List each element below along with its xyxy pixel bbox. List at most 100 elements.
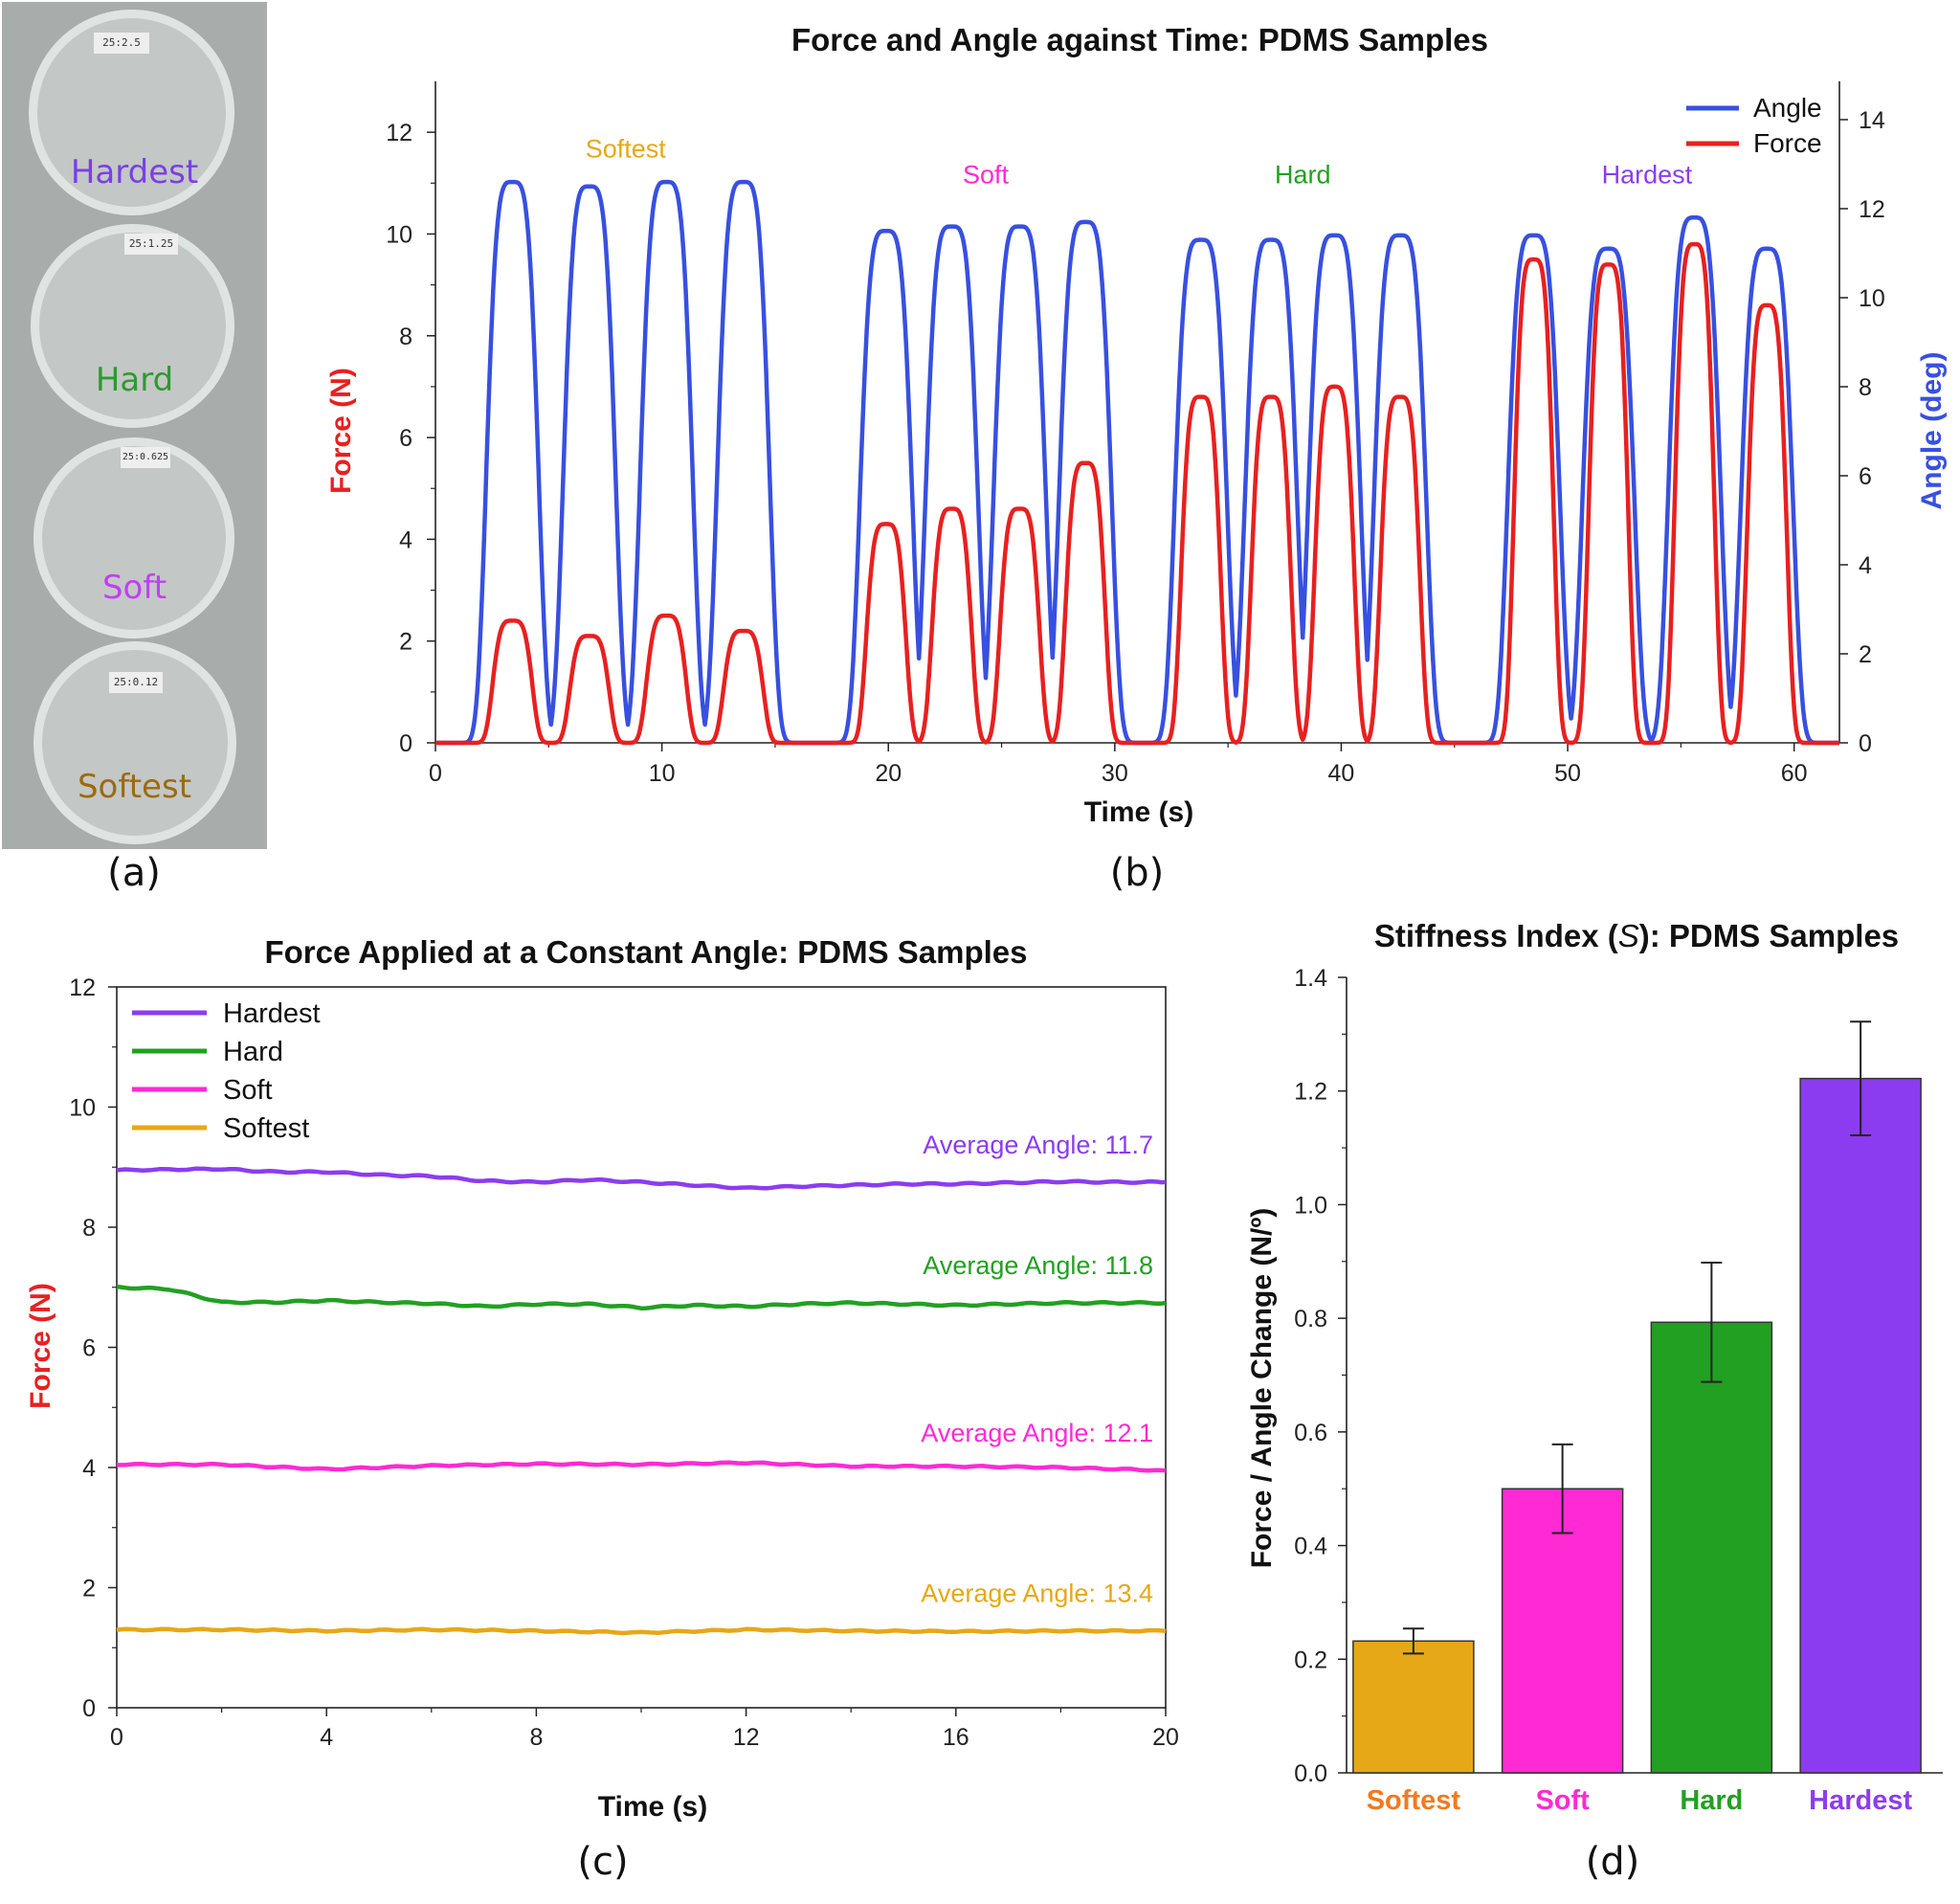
chart-b-y2tick-label: 10 — [1859, 285, 1885, 312]
chart-b-legend-label-force: Force — [1753, 128, 1822, 158]
panel-label-a: (a) — [107, 851, 161, 895]
sample-tag: 25:0.625 — [121, 447, 170, 468]
chart-b-force-peak-14 — [1607, 262, 1611, 266]
chart-d-ylabel: Force / Angle Change (N/º) — [1246, 1208, 1278, 1569]
chart-b-ylabel: Force (N) — [325, 368, 357, 494]
chart-b-group-label-hard: Hard — [1275, 160, 1331, 189]
chart-b-y2tick-label: 14 — [1859, 107, 1885, 134]
panel-label-d: (d) — [1586, 1840, 1640, 1884]
chart-b-angle-peak-6 — [949, 225, 953, 229]
chart-d-ytick-label: 1.4 — [1294, 965, 1327, 992]
chart-d-xtick-label-hardest: Hardest — [1809, 1785, 1912, 1816]
chart-c-xtick-label: 4 — [320, 1724, 333, 1751]
chart-c-xtick-label: 12 — [733, 1724, 760, 1751]
chart-c-legend-label-soft: Soft — [223, 1075, 273, 1106]
photo-label-hard: Hard — [95, 361, 174, 399]
chart-c-ylabel: Force (N) — [25, 1283, 56, 1409]
chart-b-ytick-label: 8 — [399, 324, 412, 350]
chart-b-group-label-soft: Soft — [963, 160, 1010, 189]
chart-c-series-softest — [116, 1626, 1167, 1636]
chart-b-angle-peak-1 — [510, 180, 514, 184]
panel-label-c: (c) — [577, 1840, 628, 1884]
chart-c-xtick-label: 8 — [529, 1724, 543, 1751]
chart-b-y2tick-label: 2 — [1859, 641, 1872, 668]
chart-b-angle-peak-3 — [664, 180, 668, 184]
chart-b-y2tick-label: 12 — [1859, 196, 1885, 223]
chart-d-ytick-label: 0.6 — [1294, 1420, 1327, 1446]
chart-c-ytick-label: 8 — [82, 1215, 96, 1242]
chart-d-title: Stiffness Index (S): PDMS Samples — [1374, 918, 1899, 953]
chart-c-series-soft — [117, 1460, 1167, 1473]
chart-b-angle-peak-15 — [1693, 215, 1697, 219]
chart-b-ytick-label: 6 — [399, 425, 412, 452]
chart-b-ytick-label: 12 — [386, 120, 412, 146]
chart-b-angle-peak-5 — [884, 229, 888, 233]
chart-b-force-peak-5 — [884, 522, 888, 526]
chart-b-y2tick-label: 8 — [1859, 374, 1872, 401]
chart-c-ytick-label: 12 — [69, 974, 96, 1001]
chart-c-legend-label-hardest: Hardest — [223, 998, 321, 1029]
chart-b-angle-peak-11 — [1332, 234, 1336, 237]
chart-b-ytick-label: 10 — [386, 221, 412, 248]
chart-b-force-peak-3 — [664, 614, 668, 617]
photo-label-hardest: Hardest — [70, 153, 199, 191]
chart-d-ytick-label: 0.2 — [1294, 1646, 1327, 1673]
chart-b-y2tick-label: 6 — [1859, 463, 1872, 490]
chart-b-force-peak-10 — [1269, 395, 1273, 399]
chart-c-legend-label-hard: Hard — [223, 1037, 283, 1067]
chart-b-force-peak-1 — [510, 618, 514, 622]
chart-b-force-peak-9 — [1199, 395, 1203, 399]
chart-b-angle-peak-9 — [1199, 238, 1203, 242]
chart-b-angle-peak-4 — [742, 180, 746, 184]
chart-d-ytick-label: 0.8 — [1294, 1306, 1327, 1333]
chart-d-xtick-label-softest: Softest — [1367, 1785, 1461, 1816]
chart-b-xtick-label: 0 — [429, 760, 442, 787]
chart-b-ytick-label: 0 — [399, 730, 412, 757]
chart-b-force-peak-2 — [588, 634, 591, 638]
chart-b-xlabel: Time (s) — [1084, 796, 1193, 828]
chart-b-force-peak-6 — [949, 506, 953, 510]
chart-b-force-peak-15 — [1693, 242, 1697, 246]
chart-c-xtick-label: 16 — [943, 1724, 969, 1751]
chart-c-legend-label-softest: Softest — [223, 1113, 309, 1144]
chart-b-force-peak-7 — [1017, 506, 1021, 510]
chart-b-xtick-label: 50 — [1554, 760, 1581, 787]
chart-d-ytick-label: 0.0 — [1294, 1760, 1327, 1787]
chart-b-xtick-label: 20 — [875, 760, 902, 787]
chart-b-force-peak-8 — [1083, 461, 1087, 465]
chart-c-title: Force Applied at a Constant Angle: PDMS … — [264, 934, 1027, 970]
chart-b-y2tick-label: 4 — [1859, 552, 1872, 579]
chart-b-angle-peak-7 — [1017, 225, 1021, 229]
chart-b-angle-peak-12 — [1398, 234, 1402, 237]
photo-label-softest: Softest — [77, 768, 192, 806]
chart-b-legend-label-angle: Angle — [1753, 93, 1822, 123]
chart-c-ytick-label: 4 — [82, 1455, 96, 1482]
chart-d-bar-hard — [1650, 1321, 1773, 1774]
chart-b-force-peak-4 — [742, 629, 746, 633]
chart-d-ytick-label: 1.0 — [1294, 1192, 1327, 1219]
chart-c-annotation-hard: Average Angle: 11.8 — [923, 1251, 1153, 1280]
chart-b-ytick-label: 4 — [399, 526, 412, 553]
chart-b-y2label: Angle (deg) — [1916, 352, 1948, 510]
chart-b-angle-peak-16 — [1765, 247, 1769, 251]
chart-c-xtick-label: 20 — [1152, 1724, 1179, 1751]
panel-label-b: (b) — [1110, 851, 1165, 895]
photo-label-soft: Soft — [101, 569, 167, 607]
chart-b-group-label-softest: Softest — [586, 135, 667, 164]
chart-c-annotation-soft: Average Angle: 12.1 — [921, 1419, 1153, 1447]
chart-force-angle-time: Force and Angle against Time: PDMS Sampl… — [325, 22, 1948, 828]
chart-c-ytick-label: 10 — [69, 1095, 96, 1122]
sample-tag: 25:1.25 — [124, 234, 178, 255]
chart-b-force-peak-12 — [1398, 395, 1402, 399]
chart-c-annotation-hardest: Average Angle: 11.7 — [923, 1131, 1153, 1159]
chart-c-ytick-label: 6 — [82, 1335, 96, 1362]
chart-b-force-peak-13 — [1532, 258, 1536, 261]
sample-tag: 25:2.5 — [94, 33, 149, 54]
chart-d-xtick-label-hard: Hard — [1680, 1785, 1743, 1816]
chart-c-series-hardest — [116, 1166, 1167, 1191]
chart-d-ytick-label: 0.4 — [1294, 1534, 1327, 1560]
chart-b-angle-peak-10 — [1269, 238, 1273, 242]
chart-c-xtick-label: 0 — [110, 1724, 123, 1751]
chart-d-bar-hardest — [1799, 1077, 1922, 1774]
chart-b-angle-peak-2 — [588, 185, 591, 189]
